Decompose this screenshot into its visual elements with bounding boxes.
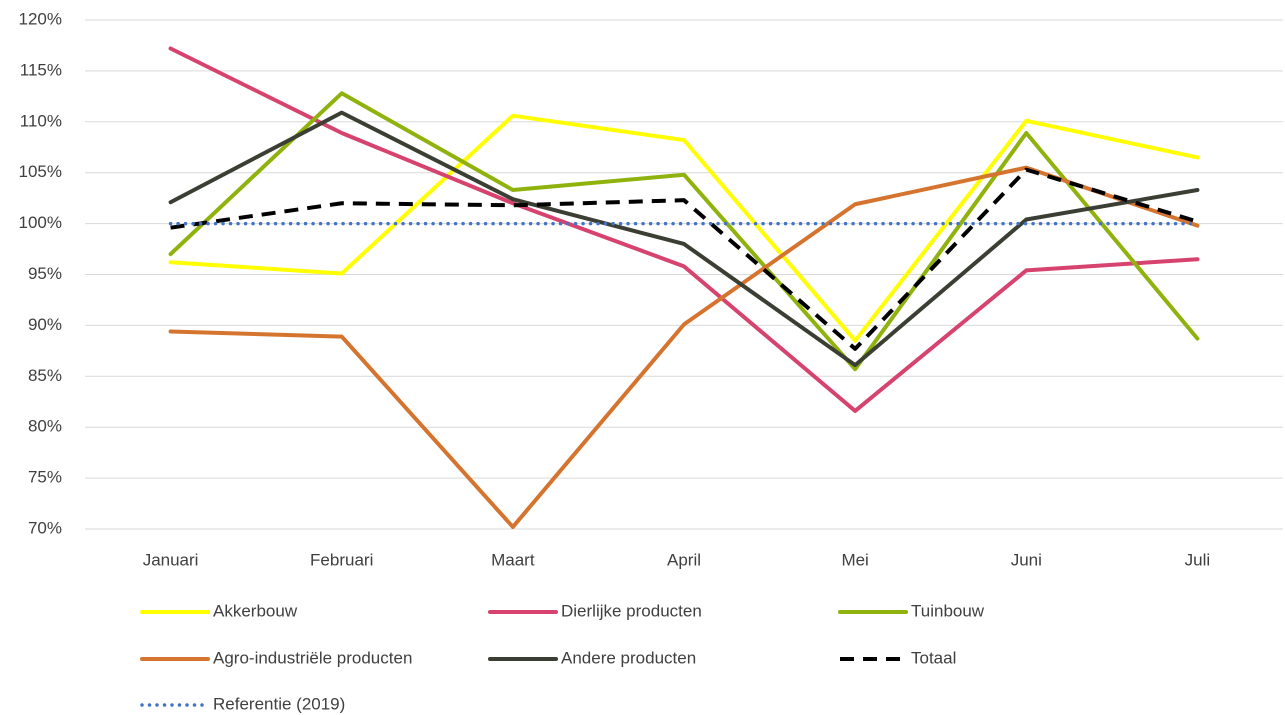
x-tick-label: Februari bbox=[310, 550, 373, 569]
y-tick-label: 90% bbox=[28, 315, 62, 334]
legend-label: Akkerbouw bbox=[213, 601, 298, 620]
y-tick-label: 120% bbox=[19, 9, 62, 28]
series-line bbox=[168, 110, 1200, 368]
legend-label: Referentie (2019) bbox=[213, 694, 345, 713]
series-line bbox=[170, 167, 1199, 351]
y-tick-label: 85% bbox=[28, 366, 62, 385]
series-line bbox=[168, 46, 1200, 413]
x-tick-label: Mei bbox=[841, 550, 868, 569]
legend-label: Tuinbouw bbox=[911, 601, 985, 620]
x-tick-label: Juni bbox=[1011, 550, 1042, 569]
y-tick-label: 75% bbox=[28, 468, 62, 487]
x-tick-label: Januari bbox=[143, 550, 199, 569]
y-tick-label: 95% bbox=[28, 264, 62, 283]
series-line bbox=[168, 165, 1200, 529]
y-tick-label: 105% bbox=[19, 162, 62, 181]
legend-label: Agro-industriële producten bbox=[213, 648, 412, 667]
legend-label: Totaal bbox=[911, 648, 956, 667]
x-tick-label: Maart bbox=[491, 550, 535, 569]
series-line bbox=[168, 113, 1200, 343]
series-line bbox=[168, 91, 1200, 372]
y-tick-label: 110% bbox=[20, 111, 62, 130]
y-tick-label: 70% bbox=[28, 518, 62, 537]
y-tick-label: 115% bbox=[20, 60, 62, 79]
legend-label: Andere producten bbox=[561, 648, 696, 667]
y-tick-label: 100% bbox=[19, 213, 62, 232]
x-tick-label: April bbox=[667, 550, 701, 569]
y-tick-label: 80% bbox=[28, 417, 62, 436]
legend-label: Dierlijke producten bbox=[561, 601, 702, 620]
x-tick-label: Juli bbox=[1185, 550, 1211, 569]
